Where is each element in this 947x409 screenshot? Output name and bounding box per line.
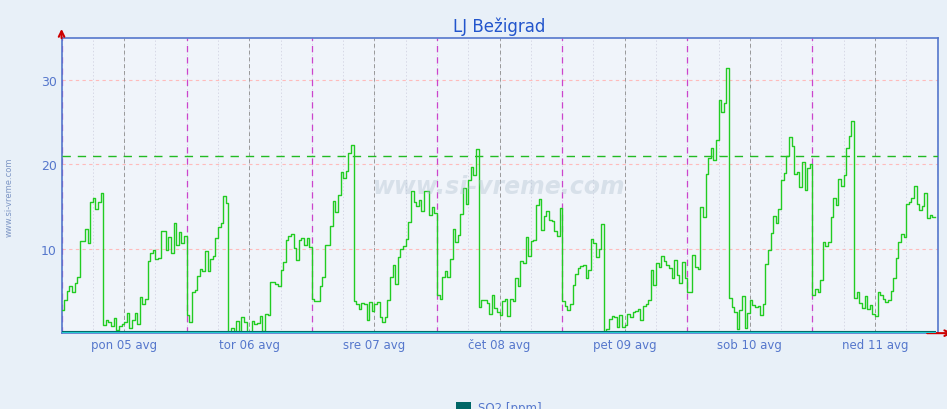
Text: www.si-vreme.com: www.si-vreme.com	[373, 174, 626, 198]
Title: LJ Bežigrad: LJ Bežigrad	[454, 18, 545, 36]
Legend: SO2 [ppm], CO [ppm], NO2 [ppm]: SO2 [ppm], CO [ppm], NO2 [ppm]	[456, 401, 543, 409]
Text: www.si-vreme.com: www.si-vreme.com	[5, 157, 14, 236]
